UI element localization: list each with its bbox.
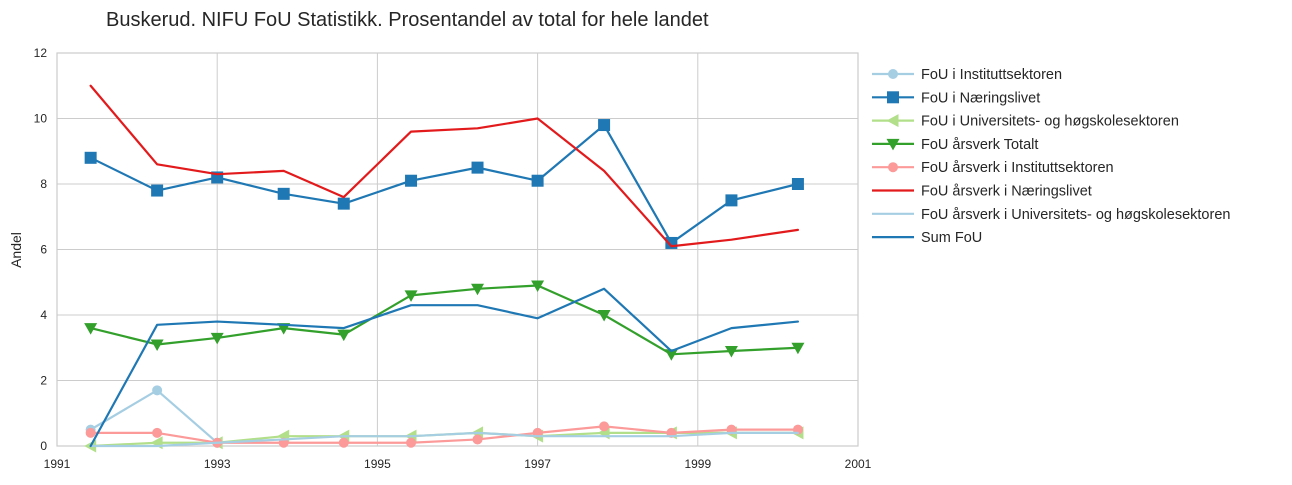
data-point — [84, 151, 97, 164]
data-point — [151, 184, 164, 197]
data-point — [150, 339, 164, 351]
series-line — [89, 287, 800, 448]
x-tick-label: 2001 — [845, 457, 872, 471]
data-point — [85, 427, 96, 438]
series-layer — [84, 84, 805, 453]
data-point — [338, 437, 349, 448]
legend-label: FoU i Instituttsektoren — [921, 67, 1062, 83]
series-line — [89, 284, 800, 356]
data-point — [471, 161, 484, 174]
legend-marker — [886, 138, 900, 151]
legend-label: FoU årsverk i Universitets- og høgskoles… — [921, 207, 1230, 223]
legend-marker — [888, 69, 898, 79]
data-point — [337, 329, 351, 342]
data-point — [210, 332, 224, 345]
y-tick-label: 12 — [34, 46, 48, 60]
x-tick-label: 1997 — [524, 457, 551, 471]
data-point — [405, 174, 418, 187]
data-point — [471, 283, 485, 296]
data-point — [337, 197, 350, 210]
legend-item: FoU årsverk i Universitets- og høgskoles… — [872, 207, 1230, 223]
data-point — [725, 194, 738, 207]
series-line — [89, 84, 800, 248]
legend-label: FoU årsverk Totalt — [921, 137, 1038, 153]
chart-title: Buskerud. NIFU FoU Statistikk. Prosentan… — [106, 9, 709, 31]
x-tick-label: 1995 — [364, 457, 391, 471]
data-point — [472, 434, 483, 445]
legend-item: FoU årsverk i Næringslivet — [872, 184, 1092, 200]
x-tick-label: 1991 — [44, 457, 71, 471]
series-line — [89, 431, 800, 448]
series-line — [89, 425, 800, 444]
legend-marker — [887, 91, 899, 104]
legend-item: FoU i Næringslivet — [872, 90, 1040, 106]
data-point — [791, 178, 804, 190]
legend-item: FoU årsverk i Instituttsektoren — [872, 160, 1114, 176]
data-point — [599, 421, 610, 432]
x-tick-label: 1993 — [204, 457, 231, 471]
data-point — [531, 280, 545, 293]
y-tick-label: 6 — [40, 243, 47, 257]
legend-label: Sum FoU — [921, 230, 982, 246]
data-point — [664, 349, 678, 361]
y-tick-label: 8 — [40, 177, 47, 191]
legend-label: FoU årsverk i Instituttsektoren — [921, 160, 1114, 176]
plot-area: 0 2 4 6 8 10 12 1991 1993 1995 1997 1999 2001 — [34, 46, 872, 471]
data-point — [406, 437, 417, 448]
data-point — [597, 310, 611, 322]
x-tick-label: 1999 — [684, 457, 711, 471]
data-point — [531, 174, 544, 187]
legend-item: Sum FoU — [872, 230, 982, 246]
data-point — [404, 290, 418, 302]
legend-label: FoU årsverk i Næringslivet — [921, 184, 1092, 200]
series-line — [89, 123, 800, 245]
data-point — [277, 187, 290, 200]
data-point — [791, 342, 805, 355]
legend-item: FoU i Universitets- og høgskolesektoren — [872, 114, 1179, 130]
legend-marker — [886, 114, 899, 128]
data-point — [598, 119, 611, 132]
legend-label: FoU i Næringslivet — [921, 90, 1040, 106]
series-6 — [89, 84, 800, 248]
series-4 — [84, 280, 805, 361]
y-axis-label: Andel — [8, 232, 24, 268]
data-point — [152, 427, 163, 438]
data-point — [724, 346, 738, 358]
legend-item: FoU årsverk Totalt — [872, 137, 1038, 153]
series-8 — [89, 287, 800, 448]
plot-frame — [56, 52, 859, 447]
legend-item: FoU i Instituttsektoren — [872, 67, 1062, 83]
y-tick-label: 4 — [40, 308, 47, 322]
data-point — [84, 323, 98, 335]
y-tick-label: 0 — [40, 439, 47, 453]
y-tick-label: 10 — [34, 112, 48, 126]
legend-label: FoU i Universitets- og høgskolesektoren — [921, 114, 1179, 130]
series-7 — [89, 431, 800, 448]
y-tick-label: 2 — [40, 374, 47, 388]
legend-marker — [888, 162, 898, 173]
legend: FoU i Instituttsektoren FoU i Næringslive… — [872, 67, 1230, 246]
data-point — [152, 385, 163, 396]
